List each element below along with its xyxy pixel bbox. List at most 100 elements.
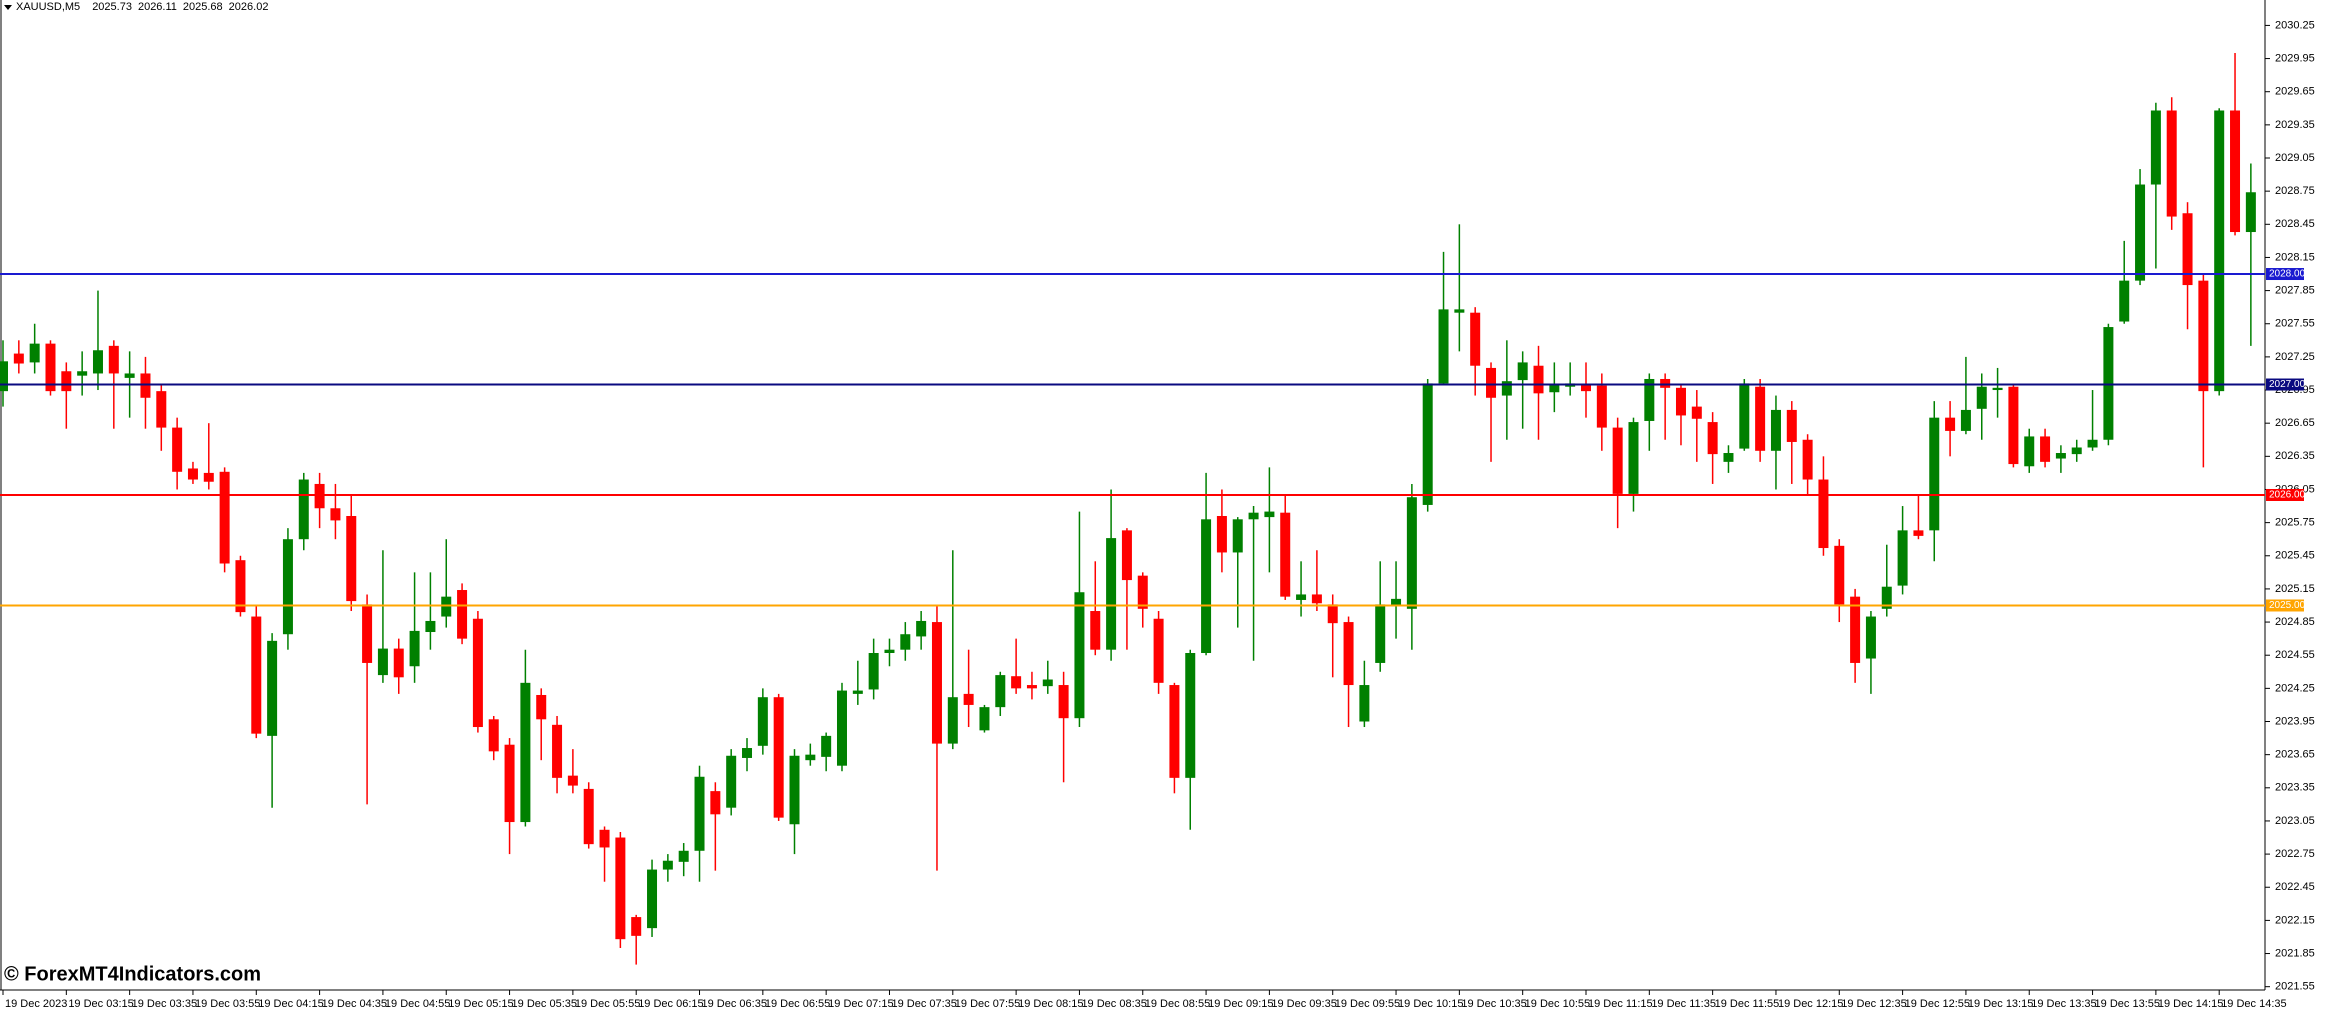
candle-body bbox=[425, 620, 436, 633]
candle-body bbox=[1897, 530, 1908, 586]
candle-body bbox=[1011, 676, 1022, 689]
candle-body bbox=[931, 622, 942, 744]
candle-body bbox=[2135, 184, 2146, 281]
y-tick-label: 2022.75 bbox=[2275, 848, 2315, 860]
y-tick-label: 2023.05 bbox=[2275, 815, 2315, 827]
candle-body bbox=[488, 719, 499, 752]
candle-body bbox=[1090, 611, 1101, 650]
y-tick-label: 2027.85 bbox=[2275, 284, 2315, 296]
candle-body bbox=[187, 468, 198, 480]
level-label: 2027.00 bbox=[2269, 379, 2306, 390]
y-tick-label: 2024.85 bbox=[2275, 616, 2315, 628]
candle-body bbox=[1248, 512, 1259, 520]
candle-body bbox=[1660, 378, 1671, 388]
x-tick-label: 19 Dec 13:15 bbox=[1968, 998, 2033, 1010]
candle-body bbox=[1201, 519, 1212, 654]
candle-body bbox=[1960, 409, 1971, 431]
candle-body bbox=[0, 361, 8, 392]
candle-body bbox=[1755, 386, 1766, 451]
x-tick-label: 19 Dec 13:55 bbox=[2095, 998, 2160, 1010]
candle-body bbox=[678, 850, 689, 862]
candle-body bbox=[267, 640, 278, 736]
candle-body bbox=[1581, 384, 1591, 392]
candle-body bbox=[1438, 309, 1449, 384]
x-tick-label: 19 Dec 05:55 bbox=[575, 998, 640, 1010]
y-tick-label: 2026.65 bbox=[2275, 417, 2315, 429]
candle-body bbox=[1343, 622, 1354, 686]
candle-body bbox=[472, 618, 483, 728]
candle-body bbox=[2119, 280, 2130, 322]
candle-body bbox=[1739, 383, 1750, 449]
candle-body bbox=[1486, 367, 1497, 398]
x-tick-label: 19 Dec 11:15 bbox=[1588, 998, 1653, 1010]
level-label: 2026.00 bbox=[2269, 490, 2306, 501]
candle-body bbox=[1280, 512, 1291, 597]
candle-body bbox=[2182, 213, 2193, 286]
candle-body bbox=[1216, 515, 1227, 553]
candle-body bbox=[377, 648, 388, 676]
level-label: 2028.00 bbox=[2269, 269, 2306, 280]
candle-body bbox=[1850, 596, 1861, 663]
x-tick-label: 19 Dec 11:35 bbox=[1651, 998, 1716, 1010]
x-tick-label: 19 Dec 03:35 bbox=[132, 998, 197, 1010]
y-tick-label: 2022.15 bbox=[2275, 914, 2315, 926]
ohlc-value: 2025.73 bbox=[92, 1, 132, 13]
candle-body bbox=[219, 471, 230, 564]
y-tick-label: 2029.05 bbox=[2275, 152, 2315, 164]
candle-body bbox=[362, 604, 373, 663]
x-tick-label: 19 Dec 07:15 bbox=[828, 998, 893, 1010]
level-label-box bbox=[2266, 599, 2304, 612]
candle-body bbox=[647, 869, 658, 929]
candle-body bbox=[615, 837, 626, 940]
x-tick-label: 19 Dec 08:55 bbox=[1145, 998, 1210, 1010]
candle-body bbox=[1691, 406, 1702, 419]
x-tick-label: 19 Dec 10:55 bbox=[1525, 998, 1590, 1010]
candle-body bbox=[694, 776, 705, 851]
candle-body bbox=[1770, 409, 1781, 451]
candle-body bbox=[552, 724, 563, 778]
x-tick-label: 19 Dec 03:15 bbox=[68, 998, 133, 1010]
candle-body bbox=[1976, 386, 1987, 409]
y-tick-label: 2027.55 bbox=[2275, 318, 2315, 330]
candle-body bbox=[662, 860, 673, 870]
candle-body bbox=[742, 748, 753, 758]
candle-body bbox=[2055, 453, 2066, 459]
overlay: XAUUSD,M5 2025.73 2026.11 2025.68 2026.0… bbox=[4, 1, 268, 985]
ohlc-value: 2026.11 bbox=[138, 1, 177, 13]
candle-body bbox=[1454, 309, 1465, 313]
candle-body bbox=[1327, 604, 1338, 624]
candle-body bbox=[710, 791, 721, 815]
x-tick-label: 19 Dec 03:55 bbox=[195, 998, 260, 1010]
y-tick-label: 2024.25 bbox=[2275, 682, 2315, 694]
candle-body bbox=[1786, 409, 1797, 442]
candle-body bbox=[1707, 422, 1718, 455]
candle-body bbox=[1533, 365, 1544, 394]
candle-body bbox=[1929, 417, 1940, 531]
candle-body bbox=[995, 675, 1006, 708]
candle-body bbox=[1644, 378, 1655, 421]
candle-body bbox=[979, 707, 990, 731]
candle-body bbox=[1311, 594, 1322, 604]
candle-body bbox=[821, 735, 832, 757]
candle-body bbox=[2040, 436, 2051, 462]
candle-body bbox=[1074, 592, 1085, 719]
y-tick-label: 2024.55 bbox=[2275, 649, 2315, 661]
candle-body bbox=[1470, 312, 1481, 366]
candle-body bbox=[599, 829, 610, 848]
candle-body bbox=[2198, 280, 2209, 392]
candle-body bbox=[1549, 384, 1560, 393]
candle-body bbox=[1818, 479, 1829, 549]
x-tick-label: 19 Dec 06:55 bbox=[765, 998, 830, 1010]
y-tick-label: 2025.45 bbox=[2275, 550, 2315, 562]
candle-body bbox=[2087, 439, 2098, 448]
candle-body bbox=[947, 697, 958, 744]
candle-body bbox=[251, 616, 262, 734]
candle-body bbox=[567, 775, 578, 786]
x-tick-label: 19 Dec 04:55 bbox=[385, 998, 450, 1010]
y-tick-label: 2029.95 bbox=[2275, 52, 2315, 64]
candle-body bbox=[77, 371, 88, 376]
candle-body bbox=[1992, 387, 2003, 391]
y-tick-label: 2028.75 bbox=[2275, 185, 2315, 197]
candle-body bbox=[1628, 422, 1639, 494]
